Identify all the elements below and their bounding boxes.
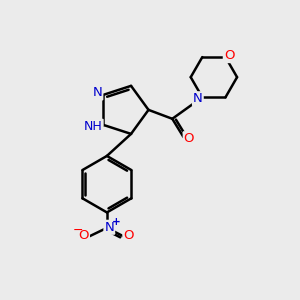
Text: O: O bbox=[79, 229, 89, 242]
Text: O: O bbox=[123, 229, 134, 242]
Text: N: N bbox=[93, 86, 102, 99]
Text: +: + bbox=[111, 217, 120, 227]
Text: O: O bbox=[184, 132, 194, 145]
Text: N: N bbox=[104, 221, 114, 234]
Text: −: − bbox=[73, 224, 84, 237]
Text: N: N bbox=[193, 92, 203, 105]
Text: O: O bbox=[224, 49, 234, 62]
Text: NH: NH bbox=[84, 120, 103, 133]
